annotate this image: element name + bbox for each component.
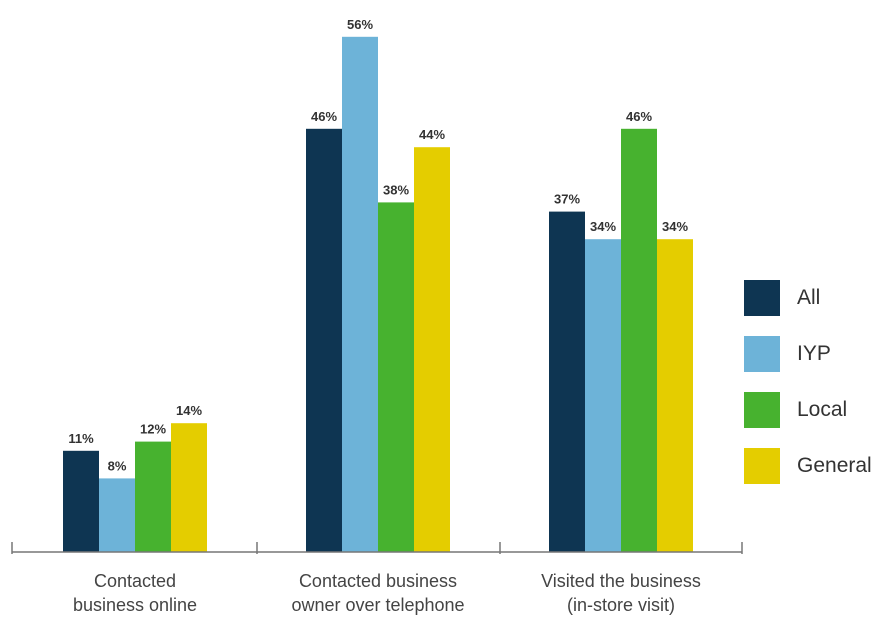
value-label-all-3: 37% bbox=[554, 192, 580, 207]
legend-label-general: General bbox=[797, 454, 872, 477]
bar-iyp-3 bbox=[585, 239, 621, 552]
legend-label-local: Local bbox=[797, 398, 848, 421]
legend-label-all: All bbox=[797, 286, 821, 309]
value-label-local-3: 46% bbox=[626, 109, 652, 124]
value-label-iyp-2: 56% bbox=[347, 17, 373, 32]
bar-local-3 bbox=[621, 128, 657, 553]
value-label-all-2: 46% bbox=[311, 109, 337, 124]
bar-iyp-1 bbox=[99, 478, 135, 552]
category-label-2-line-1: Contacted business bbox=[299, 571, 457, 591]
value-label-general-2: 44% bbox=[419, 127, 445, 142]
value-label-general-1: 14% bbox=[176, 403, 202, 418]
bar-general-2 bbox=[414, 147, 450, 552]
legend-swatch-all bbox=[744, 280, 780, 316]
value-label-general-3: 34% bbox=[662, 219, 688, 234]
category-label-3-line-1: Visited the business bbox=[541, 571, 701, 591]
legend-swatch-general bbox=[744, 448, 780, 484]
value-label-iyp-3: 34% bbox=[590, 219, 616, 234]
legend-label-iyp: IYP bbox=[797, 342, 831, 365]
category-label-3-line-2: (in-store visit) bbox=[567, 595, 675, 615]
value-label-local-1: 12% bbox=[140, 422, 166, 437]
bar-local-1 bbox=[135, 441, 171, 552]
bar-local-2 bbox=[378, 202, 414, 552]
x-axis-ticks-group bbox=[11, 542, 743, 554]
bars-group bbox=[63, 36, 693, 553]
value-label-all-1: 11% bbox=[68, 431, 94, 446]
bar-all-1 bbox=[63, 450, 99, 552]
bar-all-3 bbox=[549, 211, 585, 552]
category-labels-group: Contacted business online Contacted busine… bbox=[73, 571, 701, 615]
category-label-1-line-2: business online bbox=[73, 595, 197, 615]
value-label-local-2: 38% bbox=[383, 182, 409, 197]
bar-all-2 bbox=[306, 128, 342, 553]
category-label-1-line-1: Contacted bbox=[94, 571, 176, 591]
value-labels-group: 11% 46% 37% 8% 56% 34% 12% 38% 46% 14% 44% 34% bbox=[68, 17, 688, 474]
legend-swatch-local bbox=[744, 392, 780, 428]
bar-iyp-2 bbox=[342, 36, 378, 553]
bar-general-1 bbox=[171, 423, 207, 552]
category-label-2-line-2: owner over telephone bbox=[291, 595, 464, 615]
bar-general-3 bbox=[657, 239, 693, 552]
value-label-iyp-1: 8% bbox=[108, 458, 127, 473]
legend-swatch-iyp bbox=[744, 336, 780, 372]
